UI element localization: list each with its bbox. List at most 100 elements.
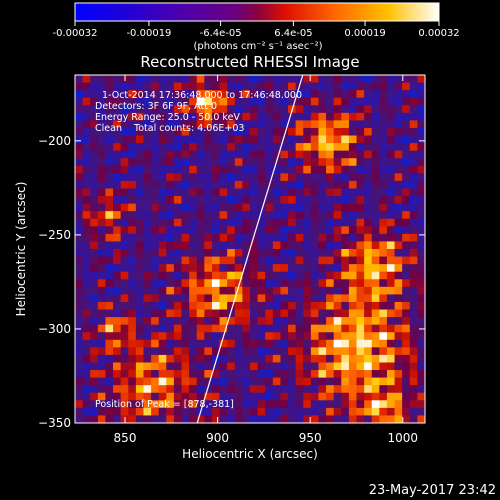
heatmap-cell: [234, 165, 243, 174]
heatmap-cell: [82, 180, 91, 189]
heatmap-cell: [417, 180, 425, 189]
heatmap-cell: [204, 339, 213, 348]
heatmap-cell: [135, 392, 144, 401]
heatmap-cell: [295, 294, 304, 303]
heatmap-cell: [128, 105, 137, 114]
heatmap-cell: [348, 120, 357, 129]
heatmap-cell: [82, 385, 91, 394]
heatmap-cell: [128, 97, 137, 106]
heatmap-cell: [189, 347, 198, 356]
heatmap-cell: [265, 90, 274, 99]
heatmap-cell: [371, 143, 380, 152]
colorbar: -0.00032 -0.00019 -6.4e-05 6.4e-05 0.00019 0.…: [53, 2, 460, 52]
heatmap-cell: [151, 294, 160, 303]
heatmap-cell: [211, 317, 220, 326]
heatmap-cell: [326, 120, 335, 129]
heatmap-cell: [173, 256, 182, 265]
heatmap-cell: [189, 112, 198, 121]
heatmap-cell: [371, 347, 380, 356]
heatmap-cell: [135, 127, 144, 136]
heatmap-cell: [356, 97, 365, 106]
heatmap-cell: [295, 158, 304, 167]
heatmap-cell: [394, 309, 403, 318]
heatmap-cell: [409, 188, 418, 197]
heatmap-cell: [417, 105, 425, 114]
heatmap-cell: [379, 294, 388, 303]
heatmap-cell: [181, 188, 190, 197]
heatmap-cell: [333, 347, 342, 356]
heatmap-cell: [242, 150, 251, 159]
heatmap-cell: [90, 407, 99, 416]
heatmap-cell: [310, 279, 319, 288]
heatmap-cell: [211, 332, 220, 341]
heatmap-cell: [318, 90, 327, 99]
heatmap-cell: [211, 301, 220, 310]
heatmap-cell: [166, 226, 175, 235]
heatmap-cell: [409, 362, 418, 371]
heatmap-cell: [151, 415, 160, 423]
heatmap-cell: [173, 407, 182, 416]
heatmap-cell: [272, 407, 281, 416]
heatmap-cell: [143, 377, 152, 386]
heatmap-cell: [219, 385, 228, 394]
heatmap-cell: [204, 211, 213, 220]
heatmap-cell: [272, 82, 281, 91]
annotation-method: Clean Total counts: 4.06E+03: [95, 123, 244, 134]
heatmap-cell: [364, 362, 373, 371]
heatmap-cell: [242, 301, 251, 310]
heatmap-cell: [189, 226, 198, 235]
heatmap-cell: [326, 286, 335, 295]
heatmap-cell: [250, 226, 259, 235]
heatmap-cell: [113, 249, 122, 257]
heatmap-cell: [219, 377, 228, 386]
heatmap-cell: [265, 196, 274, 205]
heatmap-cell: [166, 347, 175, 356]
heatmap-cell: [113, 173, 122, 182]
heatmap-cell: [303, 82, 312, 91]
heatmap-cell: [310, 249, 319, 257]
heatmap-cell: [158, 347, 167, 356]
heatmap-cell: [90, 332, 99, 341]
heatmap-cell: [234, 377, 243, 386]
heatmap-cell: [166, 286, 175, 295]
heatmap-cell: [318, 143, 327, 152]
heatmap-cell: [128, 180, 137, 189]
heatmap-cell: [348, 370, 357, 379]
heatmap-cell: [189, 362, 198, 371]
heatmap-cell: [97, 256, 106, 265]
heatmap-cell: [371, 211, 380, 220]
heatmap-cell: [333, 339, 342, 348]
heatmap-cell: [166, 385, 175, 394]
heatmap-cell: [371, 97, 380, 106]
heatmap-cell: [135, 271, 144, 280]
heatmap-cell: [227, 135, 236, 144]
heatmap-cell: [326, 392, 335, 401]
heatmap-cell: [173, 196, 182, 205]
heatmap-cell: [318, 407, 327, 416]
heatmap-cell: [189, 286, 198, 295]
heatmap-cell: [280, 249, 289, 257]
heatmap-cell: [128, 256, 137, 265]
heatmap-cell: [113, 226, 122, 235]
heatmap-cell: [75, 392, 84, 401]
heatmap-cell: [272, 150, 281, 159]
heatmap-cell: [250, 82, 259, 91]
heatmap-cell: [356, 415, 365, 423]
heatmap-cell: [234, 105, 243, 114]
heatmap-cell: [379, 249, 388, 257]
heatmap-cell: [158, 188, 167, 197]
heatmap-cell: [105, 120, 114, 129]
heatmap-cell: [257, 279, 266, 288]
heatmap-cell: [120, 188, 129, 197]
heatmap-cell: [82, 309, 91, 318]
heatmap-cell: [379, 90, 388, 99]
heatmap-cell: [82, 271, 91, 280]
heatmap-cell: [295, 233, 304, 242]
heatmap-cell: [173, 188, 182, 197]
heatmap-cell: [128, 339, 137, 348]
heatmap-cell: [234, 347, 243, 356]
heatmap-cell: [333, 97, 342, 106]
heatmap-cell: [219, 203, 228, 212]
heatmap-cell: [257, 400, 266, 409]
heatmap-cell: [234, 362, 243, 371]
